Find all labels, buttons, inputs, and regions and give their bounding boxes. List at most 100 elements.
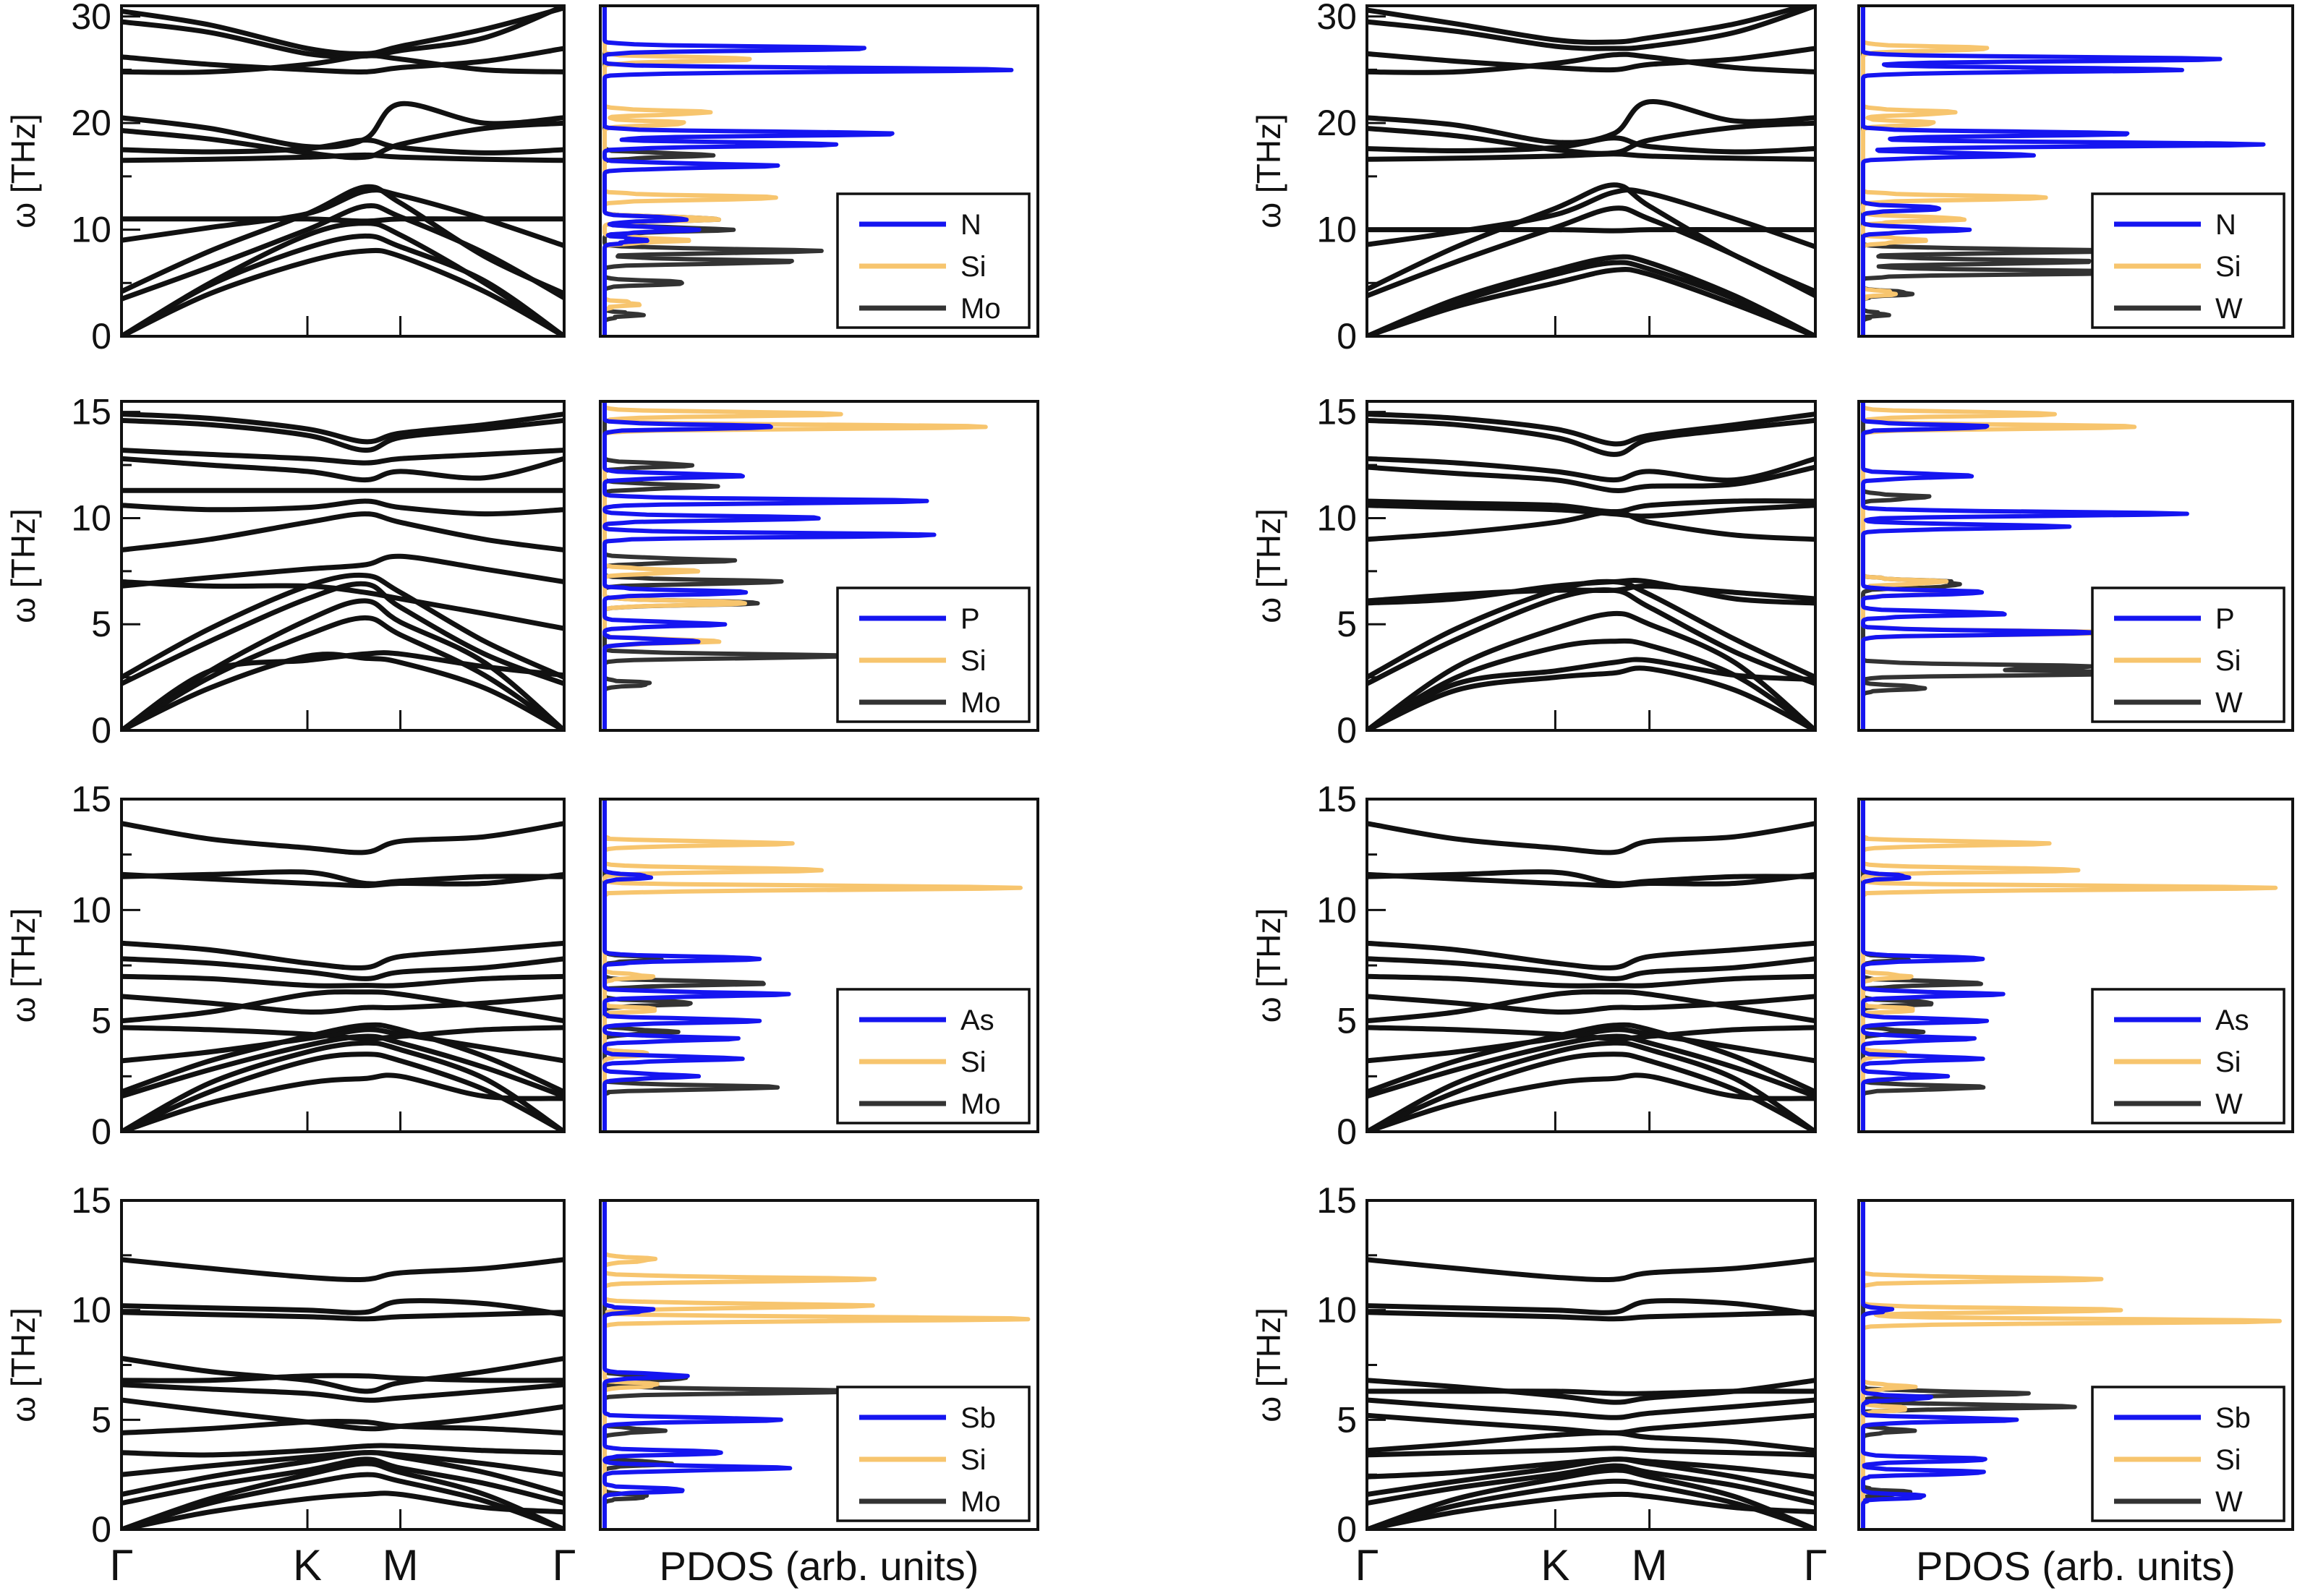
pdos-curve-Mo xyxy=(602,1200,864,1529)
phonon-branch xyxy=(122,1298,564,1318)
phonon-branch xyxy=(122,1450,564,1497)
phonon-branch xyxy=(122,1382,564,1403)
ytick-label: 0 xyxy=(91,316,111,357)
phonon-branch xyxy=(1367,135,1815,155)
kpoint-label: Γ xyxy=(109,1541,133,1589)
phonon-branch xyxy=(122,152,564,163)
legend-label: Si xyxy=(960,251,987,283)
phonon-branch xyxy=(1367,187,1815,249)
phonon-branch xyxy=(122,53,564,75)
kpoint-label: Γ xyxy=(1803,1541,1827,1589)
pdos-panel: Sb Si Mo xyxy=(599,1199,1039,1531)
y-axis-label: ω [THz] xyxy=(1250,114,1287,229)
legend-box xyxy=(2091,192,2285,329)
phonon-branch xyxy=(1367,1040,1815,1132)
phonon-branch xyxy=(122,956,564,981)
phonon-branch xyxy=(1367,1430,1815,1454)
pdos-frame xyxy=(1857,798,2294,1133)
phonon-branch xyxy=(122,1373,564,1383)
pdos-panel: N Si W xyxy=(1857,4,2294,338)
phonon-branch xyxy=(122,456,564,483)
pdos-panel: P Si W xyxy=(1857,400,2294,732)
phonon-branch xyxy=(1367,1388,1815,1396)
band-frame xyxy=(1365,400,1817,732)
phonon-branch xyxy=(122,1355,564,1394)
band-panel: 0 5 10 15 ω [THz] xyxy=(4,1180,566,1550)
pdos-curve-As xyxy=(1861,799,2006,1132)
legend-box xyxy=(2091,1386,2285,1522)
phonon-branch xyxy=(122,1456,564,1506)
band-panel: 0 10 20 30 ω [THz] xyxy=(1250,0,1817,357)
panel-Mo-P: 0 5 10 15 ω [THz] P Si Mo xyxy=(4,392,1039,751)
panel-W-P: 0 5 10 15 ω [THz] P Si W xyxy=(1250,392,2294,751)
phonon-branch xyxy=(122,940,564,970)
phonon-branch xyxy=(122,6,564,59)
phonon-branch xyxy=(1367,6,1814,46)
phonon-branch xyxy=(1367,638,1815,730)
phonon-branch xyxy=(122,553,564,589)
y-axis-label: ω [THz] xyxy=(4,114,42,229)
ytick-label: 15 xyxy=(71,392,111,432)
legend-box xyxy=(836,1386,1031,1522)
kpoint-label: M xyxy=(1632,1541,1668,1589)
phonon-branch xyxy=(122,581,564,686)
ytick-label: 10 xyxy=(71,210,111,250)
panel-Mo-N: 0 10 20 30 ω [THz] N Si Mo xyxy=(4,0,1039,357)
ytick-label: 15 xyxy=(1316,392,1357,432)
band-panel: 0 5 10 15 ω [THz] xyxy=(1250,392,1817,751)
panel-W-Sb: 0 5 10 15 ω [THz] Sb Si W xyxy=(1250,1180,2294,1550)
legend: P Si Mo xyxy=(836,586,1031,723)
phonon-branch xyxy=(1367,1027,1815,1064)
phonon-branch xyxy=(1367,99,1815,145)
pdos-curve-N xyxy=(602,6,1014,336)
phonon-branch xyxy=(1367,464,1815,494)
phonon-branch xyxy=(1367,587,1815,686)
band-panel: 0 10 20 30 ω [THz] xyxy=(4,0,566,357)
pdos-frame xyxy=(599,798,1039,1133)
phonon-branch xyxy=(1367,869,1815,887)
phonon-branch xyxy=(122,1022,564,1095)
pdos-curve-W xyxy=(1861,1200,2077,1529)
legend: N Si Mo xyxy=(836,192,1031,329)
kpoint-label: K xyxy=(1541,1541,1569,1589)
phonon-branch xyxy=(122,1257,564,1283)
phonon-branch xyxy=(122,202,564,302)
pdos-curve-Sb xyxy=(1861,1200,2019,1529)
ytick-label: 5 xyxy=(91,1399,111,1440)
pdos-frame xyxy=(1857,4,2294,338)
phonon-branch xyxy=(1367,411,1815,447)
pdos-panel: N Si Mo xyxy=(599,4,1039,338)
legend-label: Mo xyxy=(960,1088,1001,1120)
phonon-branch xyxy=(1367,989,1815,1024)
phonon-branch xyxy=(1367,151,1815,162)
ytick-label: 15 xyxy=(71,779,111,819)
phonon-branch xyxy=(122,46,564,74)
y-axis-label: ω [THz] xyxy=(4,908,42,1023)
legend-label: Sb xyxy=(960,1402,996,1434)
phonon-branch xyxy=(1367,6,1815,51)
legend-box xyxy=(836,192,1031,329)
ytick-label: 20 xyxy=(71,103,111,143)
phonon-branch xyxy=(1367,205,1815,299)
legend-label: Si xyxy=(960,1046,987,1078)
ytick-label: 5 xyxy=(1337,1001,1357,1041)
legend-label: Si xyxy=(960,645,987,677)
legend-label: P xyxy=(960,603,980,635)
phonon-branch xyxy=(122,869,564,887)
phonon-branch xyxy=(1367,1298,1815,1318)
phonon-branch xyxy=(1367,610,1815,730)
legend-label: As xyxy=(960,1004,994,1036)
phonon-branch xyxy=(122,1461,564,1529)
pdos-frame xyxy=(1857,1199,2294,1531)
legend: As Si Mo xyxy=(836,988,1031,1125)
ytick-label: 30 xyxy=(71,0,111,37)
panel-Mo-Sb: 0 5 10 15 ω [THz] Sb Si Mo xyxy=(4,1180,1039,1550)
pdos-lines xyxy=(602,401,988,730)
phonon-branch xyxy=(122,1033,564,1099)
y-axis-label: ω [THz] xyxy=(4,1307,42,1422)
legend-label: Si xyxy=(2215,251,2241,283)
legend-box xyxy=(836,586,1031,723)
phonon-branch xyxy=(122,650,564,730)
panels: 0 10 20 30 ω [THz] N Si Mo 0 10 20 30 ω [THz] N Si W 0 5 1… xyxy=(4,0,2294,1550)
ytick-label: 5 xyxy=(1337,604,1357,644)
